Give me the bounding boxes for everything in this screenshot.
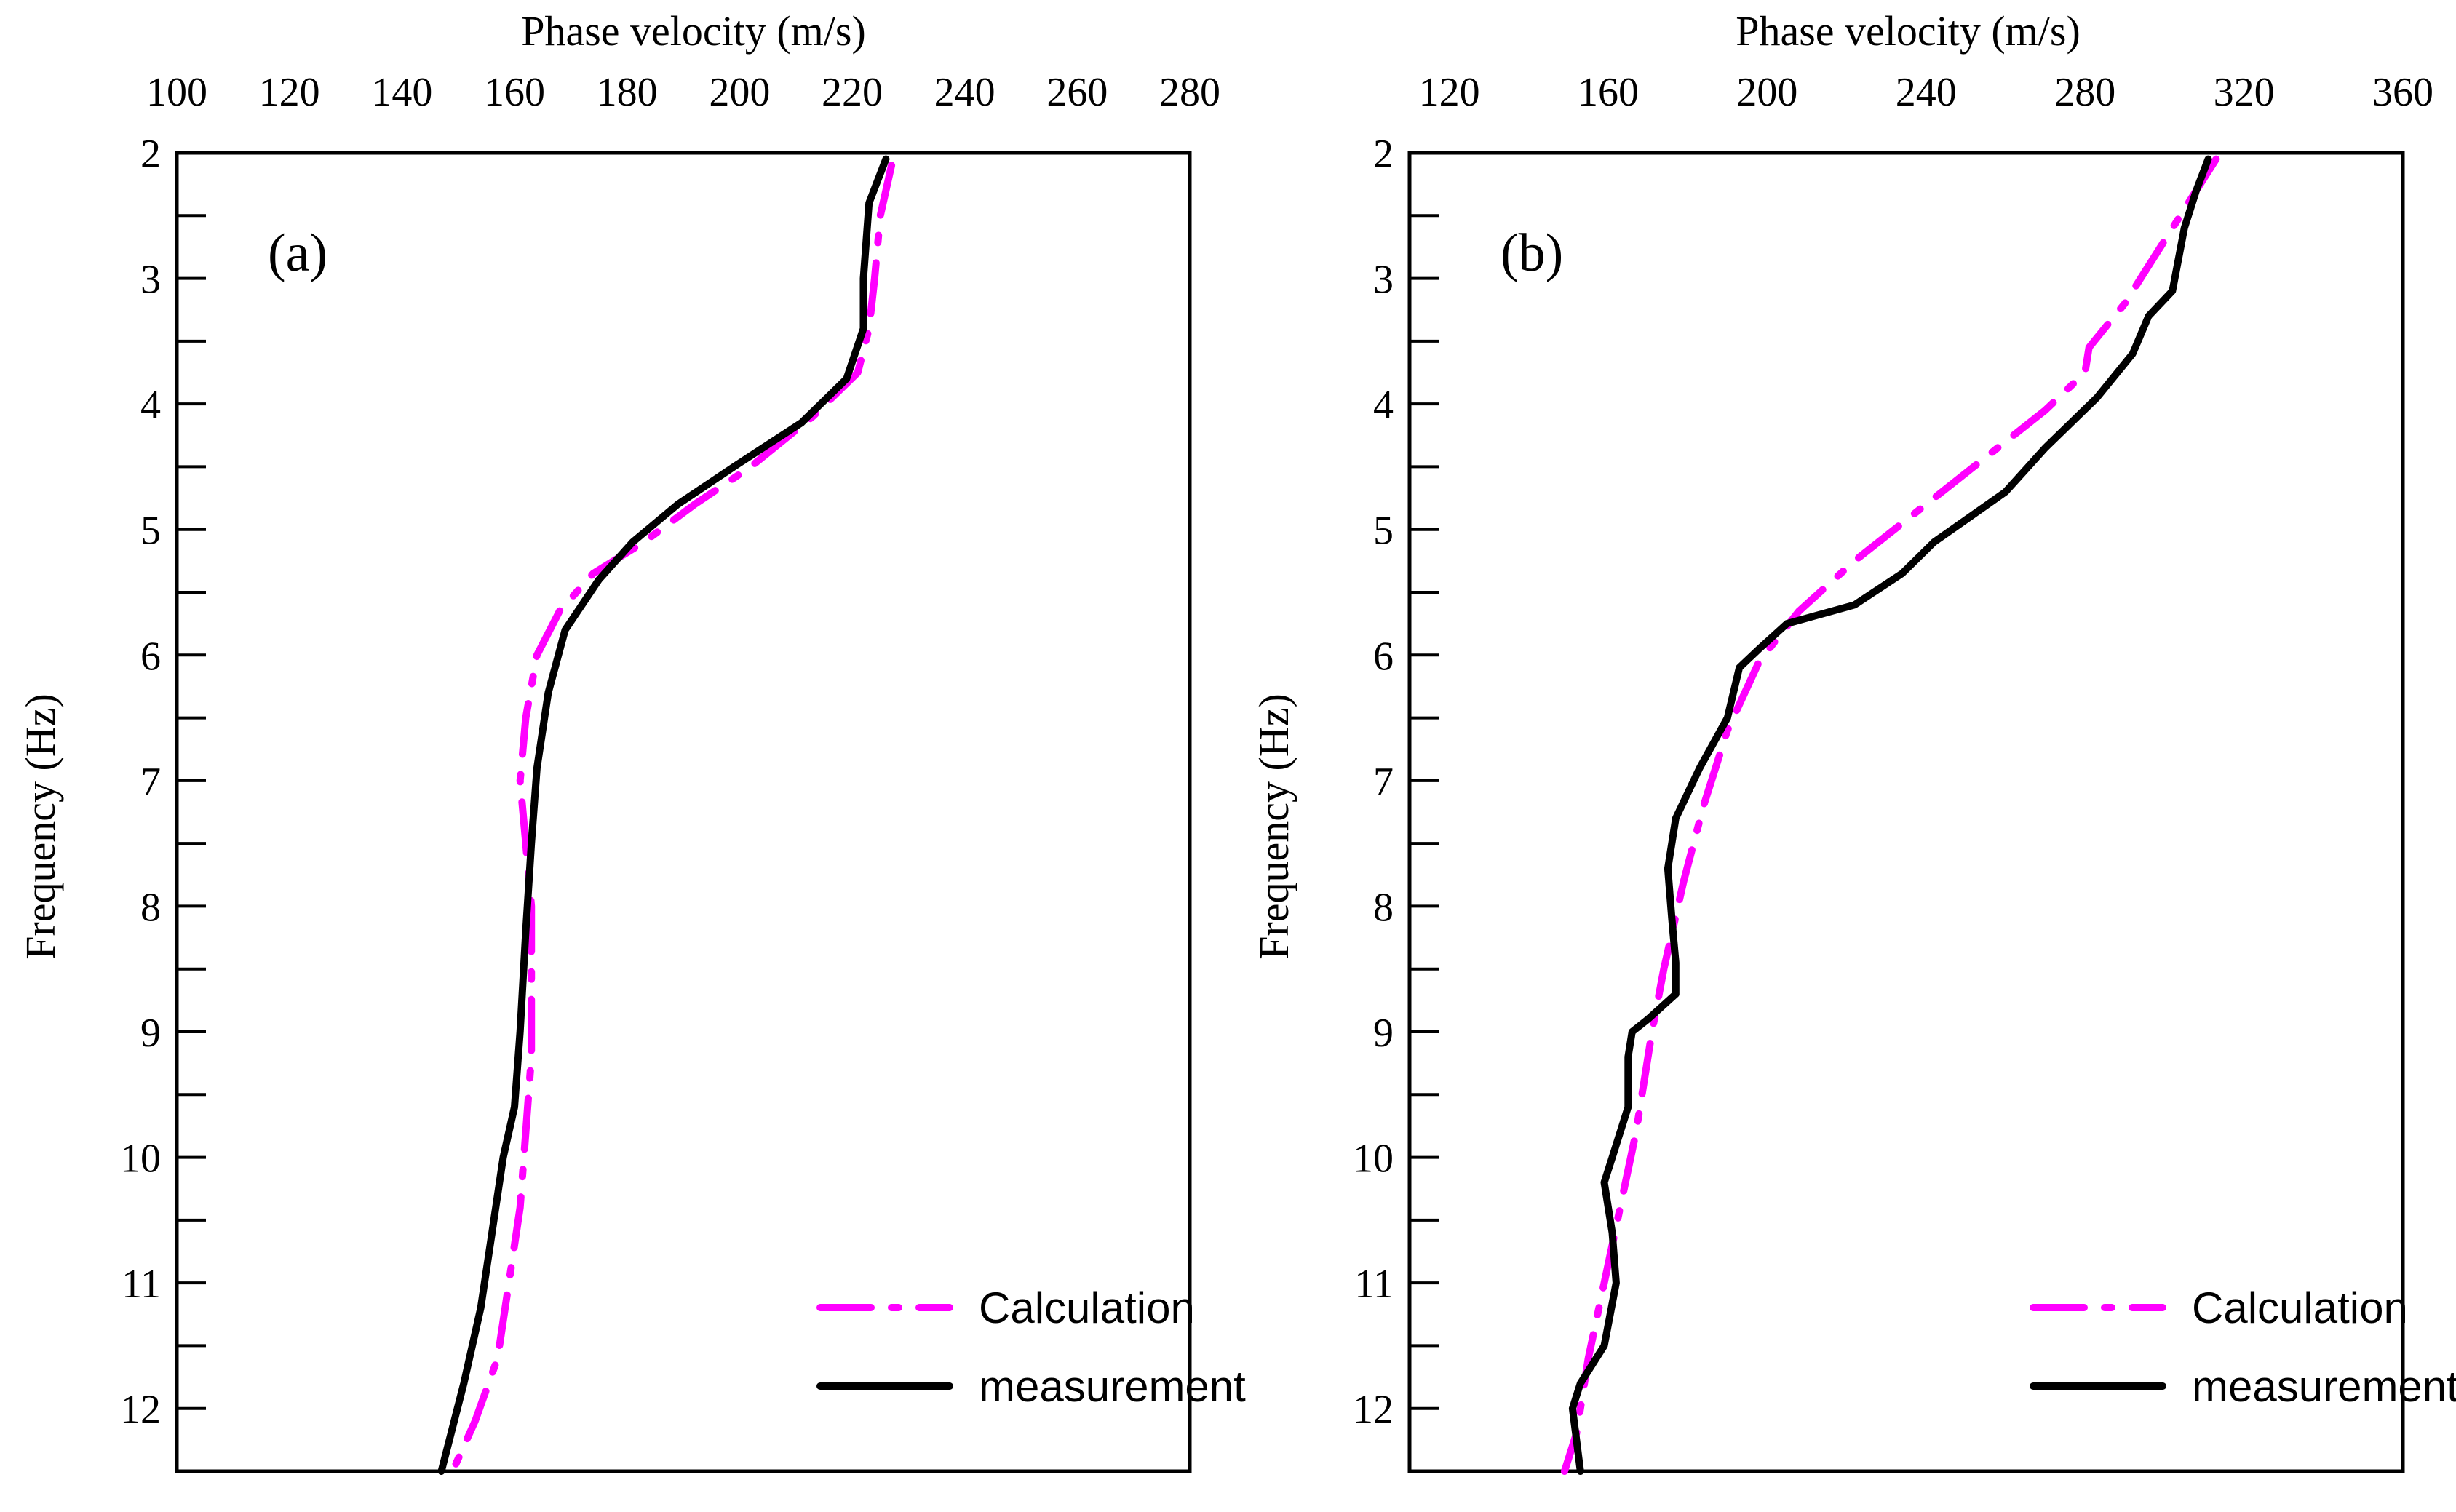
- y-tick-label: 10: [120, 1137, 161, 1182]
- y-tick-label: 9: [1373, 1011, 1394, 1056]
- x-tick-label: 280: [1159, 70, 1220, 115]
- x-tick-label: 200: [1736, 70, 1797, 115]
- x-tick-label: 360: [2372, 70, 2433, 115]
- panel-b: 120 160 200 240 280 320 360 2 3 4 5 6 7 8 9 10 11 12 Phase…: [1250, 7, 2456, 1475]
- y-tick-label: 4: [140, 383, 161, 428]
- legend-label: Calculation: [2192, 1284, 2408, 1332]
- y-tick-label: 3: [1373, 258, 1394, 303]
- x-tick-label: 260: [1046, 70, 1108, 115]
- y-tick-label: 5: [140, 509, 161, 554]
- calculation-series-line: [448, 162, 896, 1475]
- x-tick-label: 160: [484, 70, 545, 115]
- x-tick-label: 160: [1578, 70, 1639, 115]
- y-tick-label: 2: [140, 132, 161, 177]
- y-tick-label: 5: [1373, 509, 1394, 554]
- y-tick-label: 9: [140, 1011, 161, 1056]
- panel-a: 100 120 140 160 180 200 220 240 260 280 2 3 4 5 6 7 8 9 10…: [17, 7, 1246, 1475]
- x-axis-title: Phase velocity (m/s): [521, 7, 866, 55]
- measurement-series-line: [1568, 155, 2212, 1475]
- measurement-series-line: [437, 155, 890, 1475]
- x-tick-label: 220: [822, 70, 883, 115]
- y-tick-label: 8: [140, 885, 161, 930]
- y-tick-label: 10: [1353, 1137, 1394, 1182]
- y-axis-title: Frequency (Hz): [1250, 693, 1297, 960]
- panel-label: (a): [268, 223, 327, 283]
- x-tick-label: 120: [259, 70, 320, 115]
- y-tick-label: 3: [140, 258, 161, 303]
- x-axis-title: Phase velocity (m/s): [1736, 7, 2081, 55]
- y-tick-label: 8: [1373, 885, 1394, 930]
- legend-label: Calculation: [979, 1284, 1195, 1332]
- y-tick-label: 4: [1373, 383, 1394, 428]
- y-tick-label: 11: [122, 1262, 161, 1307]
- y-tick-label: 12: [1353, 1388, 1394, 1433]
- y-tick-label: 7: [140, 760, 161, 805]
- x-tick-label: 240: [1896, 70, 1957, 115]
- panel-label: (b): [1501, 223, 1563, 283]
- x-tick-label: 320: [2214, 70, 2275, 115]
- y-tick-label: 6: [1373, 634, 1394, 679]
- legend-label: measurement: [979, 1362, 1246, 1411]
- y-axis-title: Frequency (Hz): [17, 693, 64, 960]
- x-tick-label: 200: [709, 70, 770, 115]
- y-tick-label: 2: [1373, 132, 1394, 177]
- x-tick-label: 120: [1419, 70, 1480, 115]
- plot-frame: [1407, 151, 2405, 1473]
- y-tick-label: 12: [120, 1388, 161, 1433]
- legend-label: measurement: [2192, 1362, 2456, 1411]
- y-tick-label: 7: [1373, 760, 1394, 805]
- x-tick-label: 100: [146, 70, 207, 115]
- y-tick-label: 11: [1354, 1262, 1394, 1307]
- x-tick-label: 180: [597, 70, 658, 115]
- x-tick-label: 140: [371, 70, 432, 115]
- x-tick-label: 280: [2054, 70, 2115, 115]
- y-tick-label: 6: [140, 634, 161, 679]
- plot-frame: [175, 151, 1192, 1473]
- calculation-series-line: [1560, 155, 2220, 1475]
- x-tick-label: 240: [934, 70, 995, 115]
